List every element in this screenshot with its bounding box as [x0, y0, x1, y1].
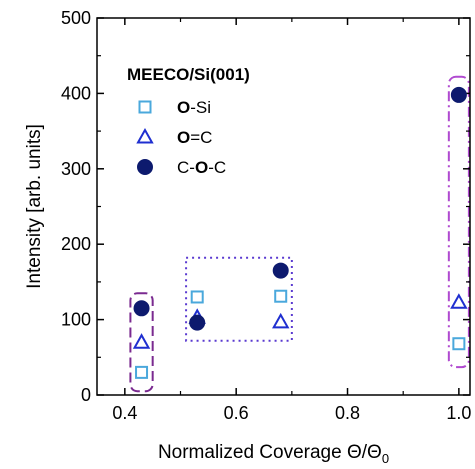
y-tick-label: 200 — [61, 234, 91, 254]
x-axis-label-subscript: 0 — [382, 451, 389, 466]
legend-marker-open-triangle — [136, 127, 154, 144]
legend-marker-filled-circle — [137, 159, 153, 175]
data-point-open-square — [452, 337, 466, 351]
legend-entries: O-Si O=C C-O-C — [136, 98, 226, 177]
data-point-filled-circle — [272, 262, 289, 279]
data-point-open-triangle — [450, 293, 468, 309]
legend-entry-label: O=C — [177, 128, 212, 147]
legend-marker-open-square — [138, 100, 152, 114]
y-tick-label: 0 — [81, 385, 91, 405]
data-point-open-square — [274, 289, 288, 303]
annotation-box — [447, 75, 470, 369]
y-tick-label: 300 — [61, 159, 91, 179]
y-tick-label: 400 — [61, 83, 91, 103]
x-tick-label: 1.0 — [446, 403, 471, 423]
x-axis-label-main: Normalized Coverage Θ/Θ — [158, 442, 382, 463]
data-point-filled-circle — [189, 314, 206, 331]
x-tick-label: 0.6 — [224, 403, 249, 423]
data-points — [132, 86, 468, 379]
x-axis-label: Normalized Coverage Θ/Θ0 — [158, 442, 389, 466]
x-tick-label: 0.4 — [112, 403, 137, 423]
legend: MEECO/Si(001) O-Si O=C C-O-C — [127, 65, 250, 177]
annotation-box — [185, 256, 293, 342]
plot-frame — [96, 17, 471, 396]
annotation-layer — [129, 75, 470, 393]
y-tick-label: 100 — [61, 310, 91, 330]
data-point-open-triangle — [132, 333, 151, 349]
data-point-filled-circle — [450, 86, 467, 103]
annotation-box — [129, 292, 154, 393]
data-point-open-square — [135, 365, 149, 379]
legend-title: MEECO/Si(001) — [127, 65, 250, 84]
y-axis-label: Intensity [arb. units] — [24, 124, 45, 289]
legend-entry-label: O-Si — [177, 98, 211, 117]
data-point-filled-circle — [133, 300, 150, 317]
x-tick-label: 0.8 — [335, 403, 360, 423]
tick-labels: 0.4 0.6 0.8 1.0 0 100 200 300 400 500 — [61, 8, 471, 423]
y-tick-label: 500 — [61, 8, 91, 28]
data-point-open-triangle — [272, 312, 290, 329]
data-point-open-square — [190, 290, 204, 304]
legend-entry-label: C-O-C — [177, 158, 226, 177]
